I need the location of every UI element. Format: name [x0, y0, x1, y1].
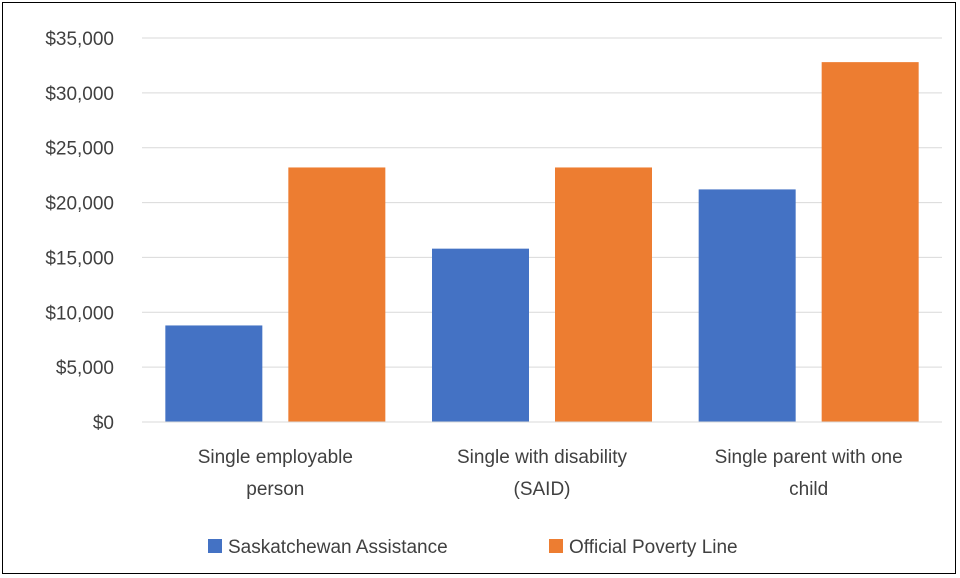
- x-category-label: (SAID): [514, 479, 571, 500]
- x-category-label: Single parent with one: [715, 447, 903, 468]
- y-tick-label: $0: [93, 413, 114, 434]
- y-axis-tick-labels: $0 $5,000 $10,000 $15,000 $20,000 $25,000 $30,…: [45, 29, 114, 434]
- bar-saskatchewan-assistance: [432, 248, 529, 422]
- x-category-label: Single with disability: [457, 447, 628, 468]
- category-labels: Single employable person Single with disab…: [198, 447, 903, 500]
- bar-official-poverty-line: [821, 62, 919, 422]
- x-category-label: person: [246, 479, 304, 500]
- legend-swatch: [549, 539, 563, 553]
- bars: [165, 62, 919, 422]
- x-category-label: child: [789, 479, 828, 500]
- legend-label: Saskatchewan Assistance: [228, 537, 448, 558]
- bar-official-poverty-line: [288, 167, 386, 422]
- y-tick-label: $30,000: [45, 84, 114, 105]
- y-tick-label: $25,000: [45, 139, 114, 160]
- y-tick-label: $15,000: [45, 248, 114, 269]
- y-tick-label: $10,000: [45, 303, 114, 324]
- bar-official-poverty-line: [555, 167, 652, 422]
- bar-saskatchewan-assistance: [165, 325, 263, 422]
- y-tick-label: $35,000: [45, 29, 114, 50]
- bar-saskatchewan-assistance: [698, 189, 796, 422]
- legend-swatch: [208, 539, 222, 553]
- gridlines: [142, 37, 942, 368]
- legend-label: Official Poverty Line: [569, 537, 738, 558]
- x-category-label: Single employable: [198, 447, 353, 468]
- legend: Saskatchewan Assistance Official Poverty …: [208, 537, 738, 558]
- y-tick-label: $5,000: [56, 358, 114, 379]
- y-tick-label: $20,000: [45, 194, 114, 215]
